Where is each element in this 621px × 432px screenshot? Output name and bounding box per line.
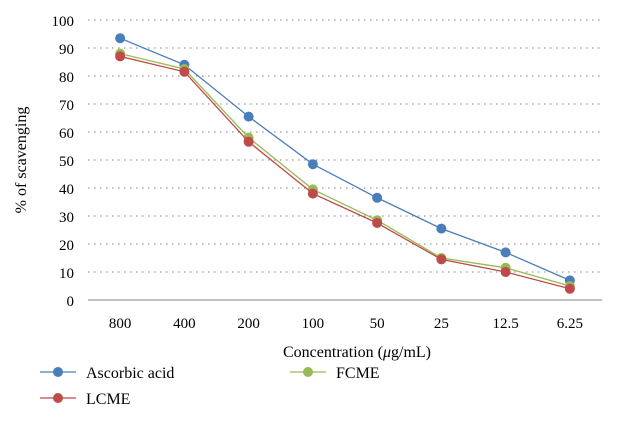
x-axis-label-suffix: g/mL) bbox=[391, 344, 431, 361]
legend-marker bbox=[303, 367, 313, 377]
y-tick-label: 30 bbox=[59, 210, 74, 226]
data-point bbox=[115, 33, 125, 43]
y-tick-label: 40 bbox=[59, 182, 74, 198]
legend-item: FCME bbox=[290, 365, 380, 382]
x-tick-label: 50 bbox=[370, 316, 385, 332]
legend-label: FCME bbox=[336, 365, 380, 382]
x-tick-label: 12.5 bbox=[493, 316, 519, 332]
y-tick-label: 0 bbox=[67, 294, 75, 310]
data-point bbox=[501, 247, 511, 257]
x-axis-label-mu: μ bbox=[382, 344, 391, 361]
y-tick-label: 50 bbox=[59, 154, 74, 170]
y-tick-label: 80 bbox=[59, 70, 74, 86]
legend-marker bbox=[53, 367, 63, 377]
data-point bbox=[501, 267, 511, 277]
x-tick-label: 400 bbox=[173, 316, 196, 332]
y-tick-label: 10 bbox=[59, 266, 74, 282]
y-tick-label: 60 bbox=[59, 126, 74, 142]
data-point bbox=[372, 218, 382, 228]
x-axis-ticks: 800 400 200 100 50 25 12.5 6.25 bbox=[109, 316, 583, 332]
x-tick-label: 800 bbox=[109, 316, 132, 332]
y-tick-label: 100 bbox=[52, 14, 75, 30]
series-lcme bbox=[115, 51, 575, 293]
data-point bbox=[179, 67, 189, 77]
y-tick-label: 20 bbox=[59, 238, 74, 254]
x-tick-label: 200 bbox=[237, 316, 260, 332]
legend: Ascorbic acid LCME FCME bbox=[40, 365, 380, 408]
x-tick-label: 6.25 bbox=[557, 316, 583, 332]
legend-label: Ascorbic acid bbox=[86, 365, 174, 382]
x-tick-label: 25 bbox=[434, 316, 449, 332]
x-axis-label: Concentration (μg/mL) bbox=[283, 344, 431, 361]
data-point bbox=[244, 112, 254, 122]
y-tick-label: 90 bbox=[59, 42, 74, 58]
data-point bbox=[244, 137, 254, 147]
data-point bbox=[115, 51, 125, 61]
legend-marker bbox=[53, 393, 63, 403]
series-layer bbox=[115, 33, 575, 294]
y-axis-label: % of scavenging bbox=[13, 107, 30, 214]
legend-label: LCME bbox=[86, 391, 130, 408]
y-axis-ticks: 0 10 20 30 40 50 60 70 80 90 100 bbox=[52, 14, 75, 310]
data-point bbox=[308, 189, 318, 199]
data-point bbox=[436, 224, 446, 234]
x-tick-label: 100 bbox=[302, 316, 325, 332]
gridlines bbox=[88, 20, 602, 272]
data-point bbox=[308, 159, 318, 169]
legend-item: Ascorbic acid bbox=[40, 365, 174, 382]
data-point bbox=[436, 254, 446, 264]
data-point bbox=[372, 193, 382, 203]
legend-item: LCME bbox=[40, 391, 130, 408]
x-axis-label-prefix: Concentration ( bbox=[283, 344, 383, 361]
y-tick-label: 70 bbox=[59, 98, 74, 114]
data-point bbox=[565, 284, 575, 294]
